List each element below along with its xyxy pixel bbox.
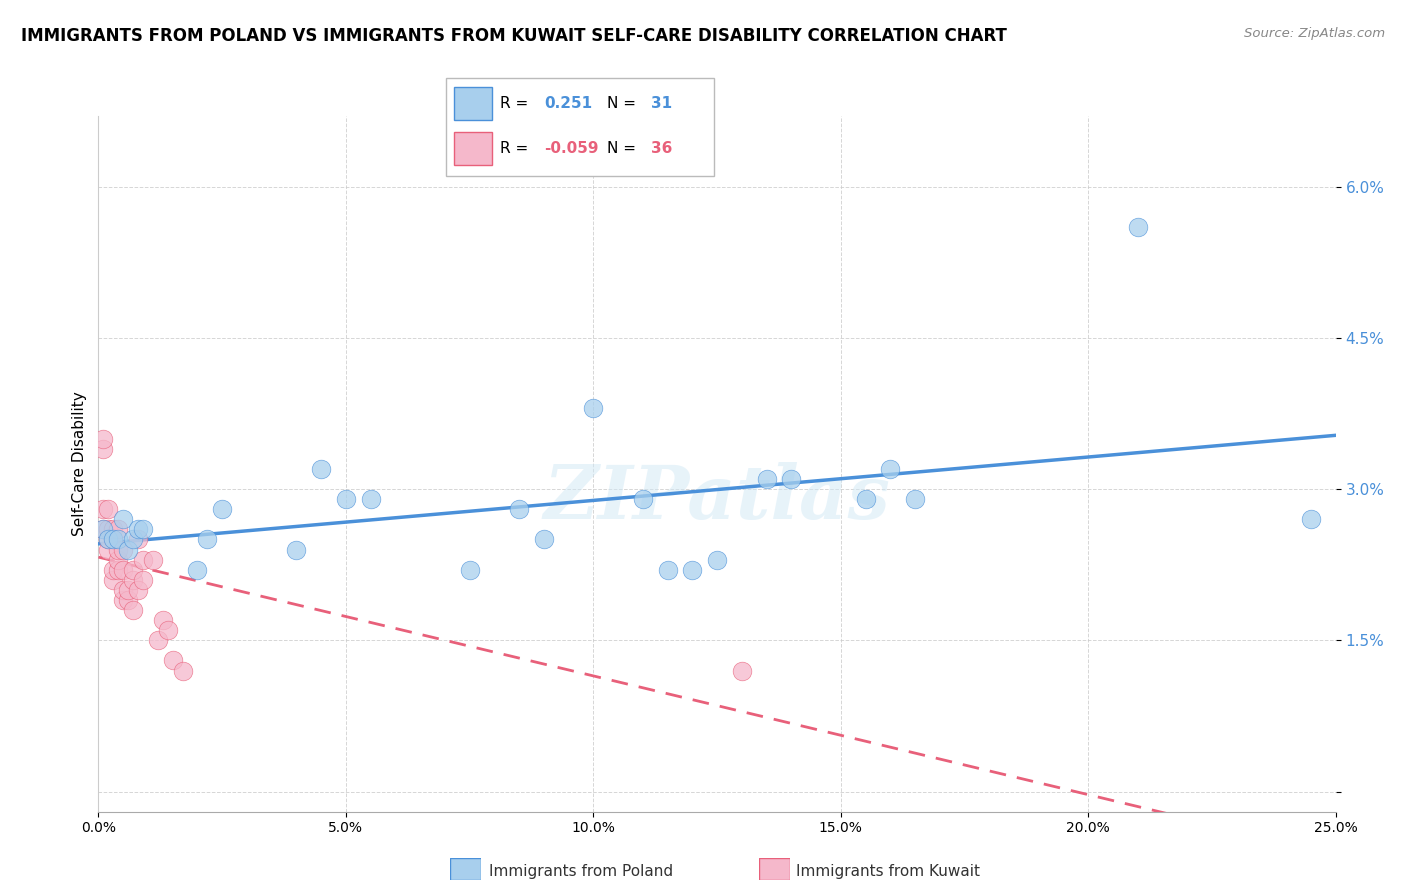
Point	[97, 542, 120, 557]
Text: Source: ZipAtlas.com: Source: ZipAtlas.com	[1244, 27, 1385, 40]
Point	[146, 633, 169, 648]
Point	[103, 533, 125, 547]
Point	[309, 462, 332, 476]
Point	[132, 522, 155, 536]
Point	[97, 533, 120, 547]
Point	[107, 533, 129, 547]
Text: 36: 36	[651, 141, 672, 156]
Point	[107, 563, 129, 577]
Point	[93, 522, 115, 536]
Point	[706, 552, 728, 566]
Text: 31: 31	[651, 96, 672, 111]
Point	[156, 624, 179, 638]
Point	[132, 573, 155, 587]
Point	[780, 472, 803, 486]
Point	[1299, 512, 1322, 526]
Point	[112, 582, 135, 597]
Point	[97, 533, 120, 547]
Point	[107, 552, 129, 566]
Text: ZIPatlas: ZIPatlas	[544, 462, 890, 535]
Point	[335, 492, 357, 507]
Point	[127, 533, 149, 547]
Point	[122, 563, 145, 577]
Point	[631, 492, 654, 507]
Point	[127, 522, 149, 536]
Point	[93, 502, 115, 516]
Text: N =: N =	[607, 141, 641, 156]
Point	[582, 401, 605, 416]
Point	[285, 542, 308, 557]
Point	[533, 533, 555, 547]
Point	[122, 573, 145, 587]
Bar	[454, 87, 492, 120]
Point	[93, 442, 115, 456]
Point	[127, 582, 149, 597]
Text: R =: R =	[501, 96, 534, 111]
Text: Immigrants from Kuwait: Immigrants from Kuwait	[796, 864, 980, 879]
Point	[122, 603, 145, 617]
Point	[117, 593, 139, 607]
Point	[93, 522, 115, 536]
Text: Immigrants from Poland: Immigrants from Poland	[489, 864, 673, 879]
Point	[1126, 219, 1149, 234]
Point	[186, 563, 208, 577]
Point	[122, 533, 145, 547]
Point	[132, 552, 155, 566]
Point	[112, 593, 135, 607]
Point	[93, 432, 115, 446]
Point	[103, 563, 125, 577]
Point	[172, 664, 194, 678]
Text: IMMIGRANTS FROM POLAND VS IMMIGRANTS FROM KUWAIT SELF-CARE DISABILITY CORRELATIO: IMMIGRANTS FROM POLAND VS IMMIGRANTS FRO…	[21, 27, 1007, 45]
Point	[97, 502, 120, 516]
Point	[681, 563, 703, 577]
Text: N =: N =	[607, 96, 641, 111]
Point	[904, 492, 927, 507]
Point	[508, 502, 530, 516]
Point	[855, 492, 877, 507]
Point	[112, 512, 135, 526]
Point	[112, 542, 135, 557]
Point	[755, 472, 778, 486]
Point	[731, 664, 754, 678]
Text: -0.059: -0.059	[544, 141, 599, 156]
Point	[112, 563, 135, 577]
FancyBboxPatch shape	[446, 78, 714, 177]
Point	[657, 563, 679, 577]
Point	[458, 563, 481, 577]
Text: 0.251: 0.251	[544, 96, 592, 111]
Point	[117, 582, 139, 597]
Point	[107, 542, 129, 557]
Point	[97, 522, 120, 536]
Point	[152, 613, 174, 627]
Point	[103, 573, 125, 587]
Point	[103, 522, 125, 536]
Point	[360, 492, 382, 507]
Point	[211, 502, 233, 516]
Point	[142, 552, 165, 566]
Point	[879, 462, 901, 476]
Bar	[454, 132, 492, 165]
Point	[103, 533, 125, 547]
Text: R =: R =	[501, 141, 534, 156]
Point	[117, 542, 139, 557]
Point	[162, 653, 184, 667]
Y-axis label: Self-Care Disability: Self-Care Disability	[72, 392, 87, 536]
Point	[107, 522, 129, 536]
Point	[195, 533, 218, 547]
